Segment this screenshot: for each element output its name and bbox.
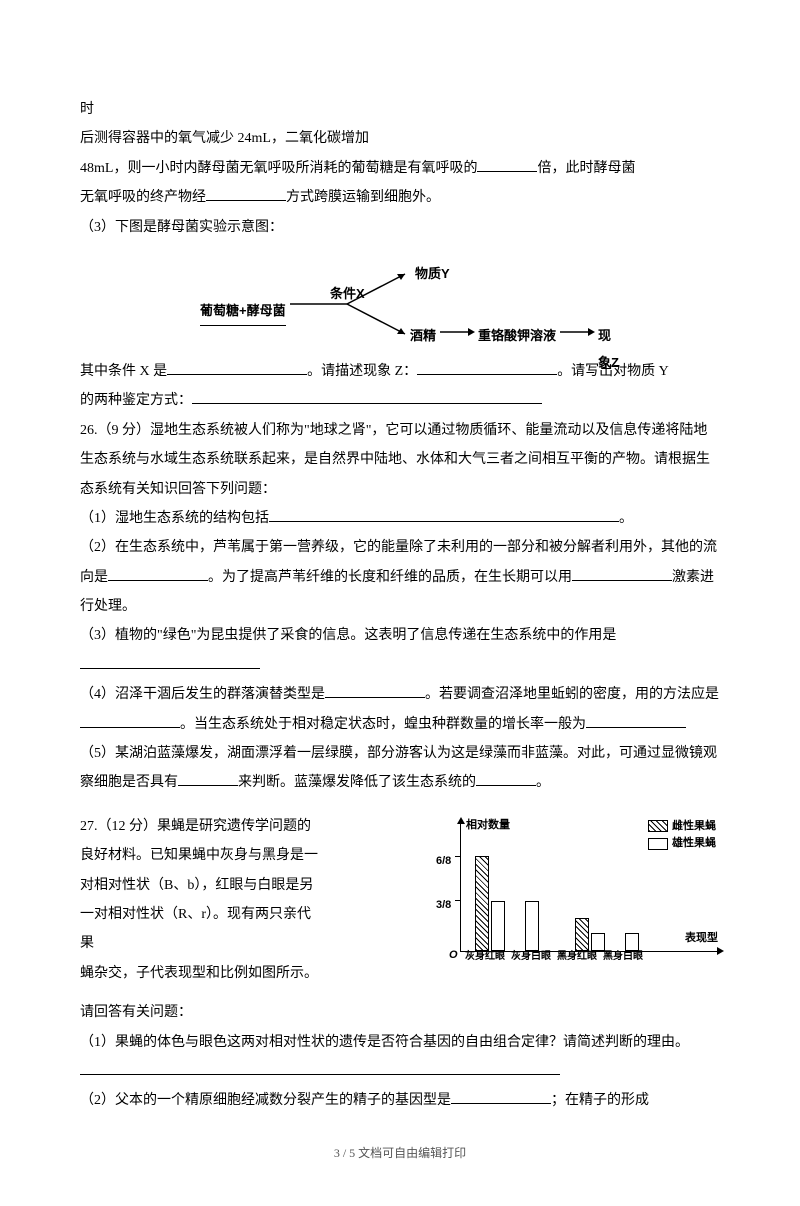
spacer (80, 988, 720, 998)
text: 倍，此时酵母菌 (537, 161, 635, 176)
chart-legend: 雌性果蝇 雄性果蝇 (648, 818, 716, 853)
q27-2: （2）父本的一个精原细胞经减数分裂产生的精子的基因型是 ；在精子的形成 (80, 1086, 720, 1115)
text: 后测得容器中的氧气减少 24mL，二氧化碳增加 (80, 131, 369, 146)
text: 。请描述现象 Z： (307, 364, 417, 379)
blank-field (451, 1088, 551, 1104)
blank-field (476, 770, 536, 786)
blank-field (206, 185, 286, 201)
blank-field (192, 388, 542, 404)
text: （4）沼泽干涸后发生的群落演替类型是 (80, 687, 325, 702)
q26-intro: 26.（9 分）湿地生态系统被人们称为"地球之肾"，它可以通过物质循环、能量流动… (80, 416, 720, 504)
blank-field (80, 1059, 560, 1075)
chart-bar (491, 901, 505, 951)
arrow-icon (440, 326, 475, 338)
q26-5: （5）某湖泊蓝藻爆发，湖面漂浮着一层绿膜，部分游客认为这是绿藻而非蓝藻。对此，可… (80, 739, 720, 798)
text: （1）果蝇的体色与眼色这两对相对性状的遗传是否符合基因的自由组合定律？请简述判断… (80, 1035, 689, 1050)
page-footer: 3 / 5 文档可自由编辑打印 (80, 1141, 720, 1166)
category-label: 灰身红眼 (465, 951, 505, 962)
tick (455, 856, 460, 857)
paragraph-yeast: 时 后测得容器中的氧气减少 24mL，二氧化碳增加 48mL，则一小时内酵母菌无… (80, 95, 720, 213)
document-page: 时 后测得容器中的氧气减少 24mL，二氧化碳增加 48mL，则一小时内酵母菌无… (0, 0, 800, 1206)
q27-prompt: 请回答有关问题： (80, 998, 720, 1027)
text: ；在精子的形成 (551, 1093, 649, 1108)
text: 时 (80, 102, 94, 117)
blank-field (417, 359, 557, 375)
arrow-right-icon (717, 947, 724, 955)
category-labels: 灰身红眼灰身白眼黑身红眼黑身白眼 (465, 945, 690, 968)
text: 无氧呼吸的终产物经 (80, 190, 206, 205)
text: 。若要调查沼泽地里蚯蚓的密度，用的方法应是 (425, 687, 719, 702)
blank-field (586, 711, 686, 727)
q26-2: （2）在生态系统中，芦苇属于第一营养级，它的能量除了未利用的一部分和被分解者利用… (80, 533, 720, 621)
text: 来判断。蓝藻爆发降低了该生态系统的 (238, 775, 476, 790)
text: 。当生态系统处于相对稳定状态时，蝗虫种群数量的增长率一般为 (180, 717, 586, 732)
blank-field (178, 770, 238, 786)
text: 。 (619, 511, 633, 526)
y-tick-label: 6/8 (436, 850, 451, 873)
text: （1）湿地生态系统的结构包括 (80, 511, 269, 526)
spacer (80, 798, 720, 812)
diagram-reagent: 重铬酸钾溶液 (478, 322, 556, 349)
chart-bar (475, 856, 489, 951)
blank-field (325, 682, 425, 698)
category-label: 灰身白眼 (511, 951, 551, 962)
text: 。为了提高芦苇纤维的长度和纤维的品质，在生长期可以用 (208, 570, 572, 585)
y-tick-label: 3/8 (436, 894, 451, 917)
diagram-substance-y: 物质Y (415, 260, 450, 287)
legend-label: 雌性果蝇 (672, 820, 716, 832)
q3-intro: （3）下图是酵母菌实验示意图： (80, 213, 720, 242)
text: 。 (536, 775, 550, 790)
yeast-diagram: 葡萄糖+酵母菌 条件X 物质Y 酒精 重铬酸钾溶液 现象Z (200, 252, 620, 347)
text: 的两种鉴定方式： (80, 393, 192, 408)
diagram-left-label: 葡萄糖+酵母菌 (200, 297, 286, 326)
text: 方式跨膜运输到细胞外。 (286, 190, 440, 205)
text: （3）植物的"绿色"为昆虫提供了采食的信息。这表明了信息传递在生态系统中的作用是 (80, 628, 616, 643)
text: 其中条件 X 是 (80, 364, 167, 379)
fruitfly-chart: 相对数量 表现型 6/8 3/8 雌性果蝇 雄性果蝇 O 灰身红眼灰身白眼黑身红… (430, 812, 720, 982)
blank-field (572, 564, 672, 580)
chart-bar (525, 901, 539, 951)
q27-block: 相对数量 表现型 6/8 3/8 雌性果蝇 雄性果蝇 O 灰身红眼灰身白眼黑身红… (80, 812, 720, 988)
q3-fill: 其中条件 X 是。请描述现象 Z：。请写出对物质 Y 的两种鉴定方式： (80, 357, 720, 416)
q26-4: （4）沼泽干涸后发生的群落演替类型是 。若要调查沼泽地里蚯蚓的密度，用的方法应是。… (80, 680, 720, 739)
arrow-icon (560, 326, 595, 338)
text: （2）父本的一个精原细胞经减数分裂产生的精子的基因型是 (80, 1093, 451, 1108)
blank-field (167, 359, 307, 375)
y-axis (460, 822, 461, 952)
origin-label: O (449, 944, 458, 967)
category-label: 黑身白眼 (603, 951, 643, 962)
y-axis-label: 相对数量 (466, 814, 510, 837)
q27-1: （1）果蝇的体色与眼色这两对相对性状的遗传是否符合基因的自由组合定律？请简述判断… (80, 1028, 720, 1087)
blank-field (269, 506, 619, 522)
legend-swatch-female (648, 820, 668, 832)
legend-swatch-male (648, 838, 668, 850)
blank-field (477, 155, 537, 171)
category-label: 黑身红眼 (557, 951, 597, 962)
text: 48mL，则一小时内酵母菌无氧呼吸所消耗的葡萄糖是有氧呼吸的 (80, 161, 477, 176)
blank-field (80, 711, 180, 727)
q26-3: （3）植物的"绿色"为昆虫提供了采食的信息。这表明了信息传递在生态系统中的作用是 (80, 621, 720, 680)
q26-1: （1）湿地生态系统的结构包括 。 (80, 504, 720, 533)
diagram-phenomenon-z: 现象Z (598, 322, 620, 377)
blank-field (108, 564, 208, 580)
tick (455, 900, 460, 901)
blank-field (80, 652, 260, 668)
arrow-up-icon (457, 817, 465, 824)
legend-label: 雄性果蝇 (672, 837, 716, 849)
diagram-alcohol: 酒精 (410, 322, 436, 349)
diagram-condition-x: 条件X (330, 280, 365, 307)
